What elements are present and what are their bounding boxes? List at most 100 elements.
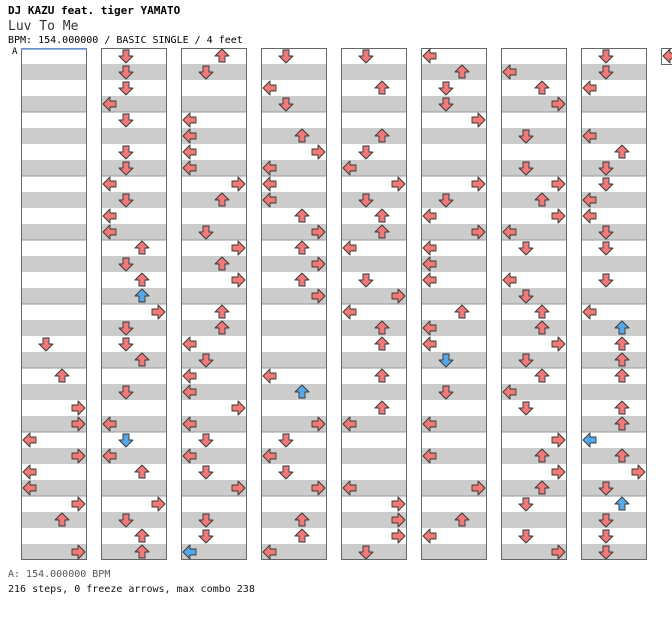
- step-arrow-down: [118, 81, 134, 96]
- step-arrow-right: [471, 176, 486, 192]
- step-arrow-down: [598, 241, 614, 256]
- chart-column: [261, 48, 327, 560]
- step-arrow-right: [471, 112, 486, 128]
- step-arrow-down: [358, 273, 374, 288]
- step-arrow-down: [278, 49, 294, 64]
- step-arrow-up: [614, 496, 630, 511]
- step-arrow-down: [198, 433, 214, 448]
- step-arrow-left: [22, 432, 37, 448]
- step-arrow-down: [198, 529, 214, 544]
- step-arrow-down: [278, 433, 294, 448]
- step-arrow-right: [71, 496, 86, 512]
- step-arrow-right: [551, 336, 566, 352]
- step-arrow-down: [38, 337, 54, 352]
- step-arrow-left: [262, 80, 277, 96]
- step-arrow-up: [134, 272, 150, 287]
- step-arrow-right: [231, 400, 246, 416]
- chart-column: [101, 48, 167, 560]
- artist-name: DJ KAZU feat. tiger YAMATO: [8, 4, 181, 17]
- step-arrow-down: [598, 177, 614, 192]
- step-arrow-down: [118, 433, 134, 448]
- step-arrow-up: [614, 400, 630, 415]
- step-arrow-up: [374, 80, 390, 95]
- step-arrow-up: [374, 368, 390, 383]
- chart-columns: [21, 48, 672, 560]
- step-arrow-up: [294, 240, 310, 255]
- step-arrow-up: [534, 368, 550, 383]
- step-arrow-down: [598, 529, 614, 544]
- step-arrow-up: [614, 336, 630, 351]
- step-arrow-left: [102, 208, 117, 224]
- step-arrow-down: [518, 497, 534, 512]
- chart-column: [421, 48, 487, 560]
- step-arrow-left: [422, 528, 437, 544]
- step-arrow-up: [374, 336, 390, 351]
- step-arrow-down: [518, 401, 534, 416]
- step-arrow-left: [22, 464, 37, 480]
- chart-column: [21, 48, 87, 560]
- step-arrow-left: [422, 272, 437, 288]
- step-arrow-left: [582, 432, 597, 448]
- chart-column: [341, 48, 407, 560]
- step-arrow-left: [662, 48, 672, 64]
- step-arrow-down: [438, 81, 454, 96]
- step-arrow-down: [118, 337, 134, 352]
- step-arrow-right: [551, 176, 566, 192]
- step-arrow-up: [134, 528, 150, 543]
- step-arrow-right: [231, 240, 246, 256]
- step-arrow-right: [391, 176, 406, 192]
- step-arrow-down: [358, 145, 374, 160]
- chart-column: [181, 48, 247, 560]
- step-arrow-up: [214, 48, 230, 63]
- step-arrow-down: [118, 113, 134, 128]
- step-arrow-up: [614, 368, 630, 383]
- step-arrow-up: [54, 368, 70, 383]
- step-arrow-left: [102, 176, 117, 192]
- step-arrow-down: [598, 49, 614, 64]
- chart-column-tail: [661, 48, 672, 65]
- bpm-marker: A: [12, 47, 18, 57]
- step-arrow-left: [582, 304, 597, 320]
- step-arrow-up: [534, 304, 550, 319]
- step-arrow-right: [551, 464, 566, 480]
- step-arrow-left: [422, 208, 437, 224]
- step-arrow-right: [631, 464, 646, 480]
- step-arrow-left: [582, 80, 597, 96]
- step-arrow-right: [311, 144, 326, 160]
- step-arrow-right: [551, 432, 566, 448]
- step-arrow-up: [454, 304, 470, 319]
- step-arrow-right: [151, 496, 166, 512]
- step-arrow-down: [598, 273, 614, 288]
- bpm-summary: A: 154.000000 BPM: [8, 569, 111, 580]
- step-arrow-up: [294, 208, 310, 223]
- step-arrow-right: [551, 208, 566, 224]
- step-arrow-up: [614, 144, 630, 159]
- step-arrow-up: [294, 528, 310, 543]
- step-arrow-left: [422, 336, 437, 352]
- step-arrow-down: [518, 241, 534, 256]
- step-arrow-up: [134, 240, 150, 255]
- chart-column: [501, 48, 567, 560]
- step-arrow-down: [118, 49, 134, 64]
- steps-summary: 216 steps, 0 freeze arrows, max combo 23…: [8, 584, 255, 595]
- step-arrow-left: [182, 336, 197, 352]
- step-arrow-up: [294, 272, 310, 287]
- step-arrow-down: [198, 465, 214, 480]
- step-arrow-left: [422, 48, 437, 64]
- step-arrow-down: [518, 529, 534, 544]
- step-arrow-down: [118, 145, 134, 160]
- step-arrow-left: [502, 272, 517, 288]
- step-arrow-right: [391, 496, 406, 512]
- step-arrow-left: [182, 368, 197, 384]
- step-arrow-right: [391, 528, 406, 544]
- song-title: Luv To Me: [8, 19, 79, 34]
- step-arrow-left: [342, 240, 357, 256]
- step-arrow-left: [582, 208, 597, 224]
- step-arrow-up: [534, 80, 550, 95]
- step-arrow-up: [134, 464, 150, 479]
- step-arrow-right: [231, 176, 246, 192]
- step-arrow-up: [374, 208, 390, 223]
- step-arrow-up: [214, 304, 230, 319]
- step-arrow-left: [262, 368, 277, 384]
- step-arrow-up: [374, 400, 390, 415]
